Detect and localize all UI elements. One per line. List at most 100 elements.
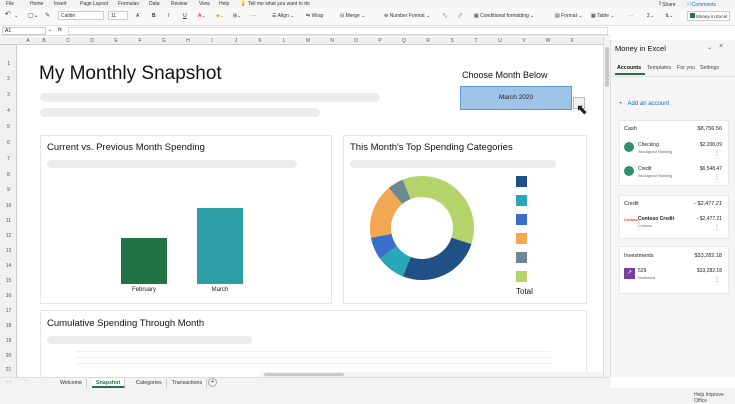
decimal-decrease-icon[interactable]: ₀⁰ xyxy=(458,13,463,19)
tab-nav-icon[interactable]: ‹ › xyxy=(6,379,11,385)
col-header[interactable]: B xyxy=(42,38,46,44)
name-box[interactable]: A1 xyxy=(2,27,46,35)
tab-settings[interactable]: Settings xyxy=(700,65,720,71)
close-icon[interactable]: × xyxy=(719,43,724,50)
vertical-scrollbar[interactable] xyxy=(603,37,610,377)
paste-icon[interactable]: ▢⌄ xyxy=(28,13,39,19)
col-header[interactable]: U xyxy=(498,38,502,44)
table-button[interactable]: ▦ Table ⌄ xyxy=(591,13,615,19)
menu-file[interactable]: File xyxy=(6,1,15,7)
col-header[interactable]: I xyxy=(211,38,213,44)
row-header[interactable]: 6 xyxy=(7,140,10,146)
tab-transactions[interactable]: Transactions xyxy=(168,379,208,388)
decimal-icon[interactable]: ⁰₀ xyxy=(443,13,448,19)
tab-accounts[interactable]: Accounts xyxy=(617,65,642,71)
col-header[interactable]: Q xyxy=(402,38,406,44)
row-header[interactable]: 1 xyxy=(7,61,10,67)
more-icon[interactable]: ⋯ xyxy=(628,13,633,19)
row-header[interactable]: 16 xyxy=(5,293,12,299)
number-format-button[interactable]: ⊕ Number Format ⌄ xyxy=(384,13,431,19)
undo-dropdown-icon[interactable]: ⌄ xyxy=(14,13,19,19)
col-header[interactable]: V xyxy=(522,38,526,44)
borders-icon[interactable]: ⊞⌄ xyxy=(233,13,242,19)
tab-welcome[interactable]: Welcome xyxy=(56,379,87,388)
row-header[interactable]: 2 xyxy=(7,76,10,82)
more-options-icon[interactable]: ⋮ xyxy=(714,175,720,181)
font-color-icon[interactable]: A⌄ xyxy=(198,13,206,19)
col-header[interactable]: L xyxy=(282,38,286,44)
col-header[interactable]: H xyxy=(186,38,190,44)
tab-snapshot[interactable]: Snapshot xyxy=(92,379,126,388)
scroll-thumb[interactable] xyxy=(264,373,344,376)
month-dropdown-button[interactable] xyxy=(573,97,585,109)
col-header[interactable]: S xyxy=(450,38,454,44)
tab-templates[interactable]: Templates xyxy=(647,65,672,71)
row-header[interactable]: 17 xyxy=(5,308,12,314)
wrap-button[interactable]: ⇆ Wrap xyxy=(306,13,324,19)
underline-button[interactable]: U xyxy=(183,13,187,19)
row-header[interactable]: 7 xyxy=(7,156,10,162)
account-row[interactable]: ↗ 529 Northwind $33,282.18 ⋮ xyxy=(624,267,724,287)
row-header[interactable]: 20 xyxy=(5,353,12,359)
share-button[interactable]: ⇪ Share xyxy=(658,1,676,8)
row-header[interactable]: 9 xyxy=(7,187,10,193)
chevron-down-icon[interactable]: ⌄ xyxy=(707,45,713,51)
more-options-icon[interactable]: ⋮ xyxy=(714,225,720,231)
formula-input[interactable] xyxy=(68,27,608,35)
horizontal-scrollbar[interactable] xyxy=(260,372,603,377)
fill-color-icon[interactable]: ◈⌄ xyxy=(216,13,225,19)
menu-view[interactable]: View xyxy=(199,1,210,7)
row-header[interactable]: 11 xyxy=(5,218,12,224)
row-header[interactable]: 3 xyxy=(7,92,10,98)
menu-insert[interactable]: Insert xyxy=(54,1,67,7)
menu-page-layout[interactable]: Page Layout xyxy=(80,1,109,7)
row-header[interactable]: 15 xyxy=(5,278,12,284)
menu-home[interactable]: Home xyxy=(30,1,44,7)
col-header[interactable]: A xyxy=(26,38,30,44)
format-button[interactable]: ▤ Format ⌄ xyxy=(555,13,583,19)
tell-me-box[interactable]: Tell me what you want to do xyxy=(248,1,310,7)
menu-review[interactable]: Review xyxy=(171,1,188,7)
merge-button[interactable]: ⊟ Merge ⌄ xyxy=(340,13,366,19)
help-improve-link[interactable]: Help Improve Office xyxy=(694,392,724,404)
account-row[interactable]: Credit Woodgrove Banking $6,548.47 ⋮ xyxy=(624,165,724,185)
row-header[interactable]: 18 xyxy=(5,323,12,329)
more-options-icon[interactable]: ⋮ xyxy=(714,151,720,157)
col-header[interactable]: W xyxy=(545,38,551,44)
undo-icon[interactable]: ↶ xyxy=(5,11,11,18)
font-name-select[interactable]: Calibri xyxy=(58,11,104,20)
fx-icon[interactable]: fx xyxy=(58,27,62,33)
col-header[interactable]: C xyxy=(66,38,70,44)
grow-font-icon[interactable]: Aˆ xyxy=(136,13,141,19)
col-header[interactable]: J xyxy=(234,38,238,44)
align-button[interactable]: ☰ Align ⌄ xyxy=(272,13,295,19)
row-header[interactable]: 5 xyxy=(7,124,10,130)
col-header[interactable]: E xyxy=(114,38,118,44)
scroll-thumb[interactable] xyxy=(605,47,609,87)
money-in-excel-button[interactable]: Money in Excel xyxy=(687,11,731,21)
sort-filter-icon[interactable]: ⇅⌄ xyxy=(665,13,674,19)
col-header[interactable]: K xyxy=(258,38,262,44)
name-box-dropdown-icon[interactable]: ⌄ xyxy=(48,27,53,33)
col-header[interactable]: N xyxy=(330,38,334,44)
add-sheet-button[interactable]: + xyxy=(208,378,217,387)
conditional-formatting-button[interactable]: ▦ Conditional formatting ⌄ xyxy=(474,13,535,19)
account-row[interactable]: Contoso Contoso Credit Contoso - $2,477.… xyxy=(624,215,724,235)
autosum-icon[interactable]: Σ⌄ xyxy=(647,13,655,19)
comments-button[interactable]: ▭ Comments xyxy=(687,1,716,8)
tab-categories[interactable]: Categories xyxy=(132,379,167,388)
col-header[interactable]: O xyxy=(354,38,358,44)
row-header[interactable]: 19 xyxy=(5,338,12,344)
add-account-button[interactable]: + Add an account xyxy=(619,101,670,107)
col-header[interactable]: F xyxy=(138,38,142,44)
more-options-icon[interactable]: ⋮ xyxy=(714,277,720,283)
italic-button[interactable]: I xyxy=(168,13,170,19)
row-header[interactable]: 12 xyxy=(5,233,12,239)
row-header[interactable]: 13 xyxy=(5,248,12,254)
col-header[interactable]: G xyxy=(162,38,166,44)
row-header[interactable]: 10 xyxy=(5,203,12,209)
month-select[interactable]: March 2020 xyxy=(460,86,572,110)
menu-data[interactable]: Data xyxy=(149,1,160,7)
row-header[interactable]: 8 xyxy=(7,172,10,178)
bold-button[interactable]: B xyxy=(152,13,156,19)
